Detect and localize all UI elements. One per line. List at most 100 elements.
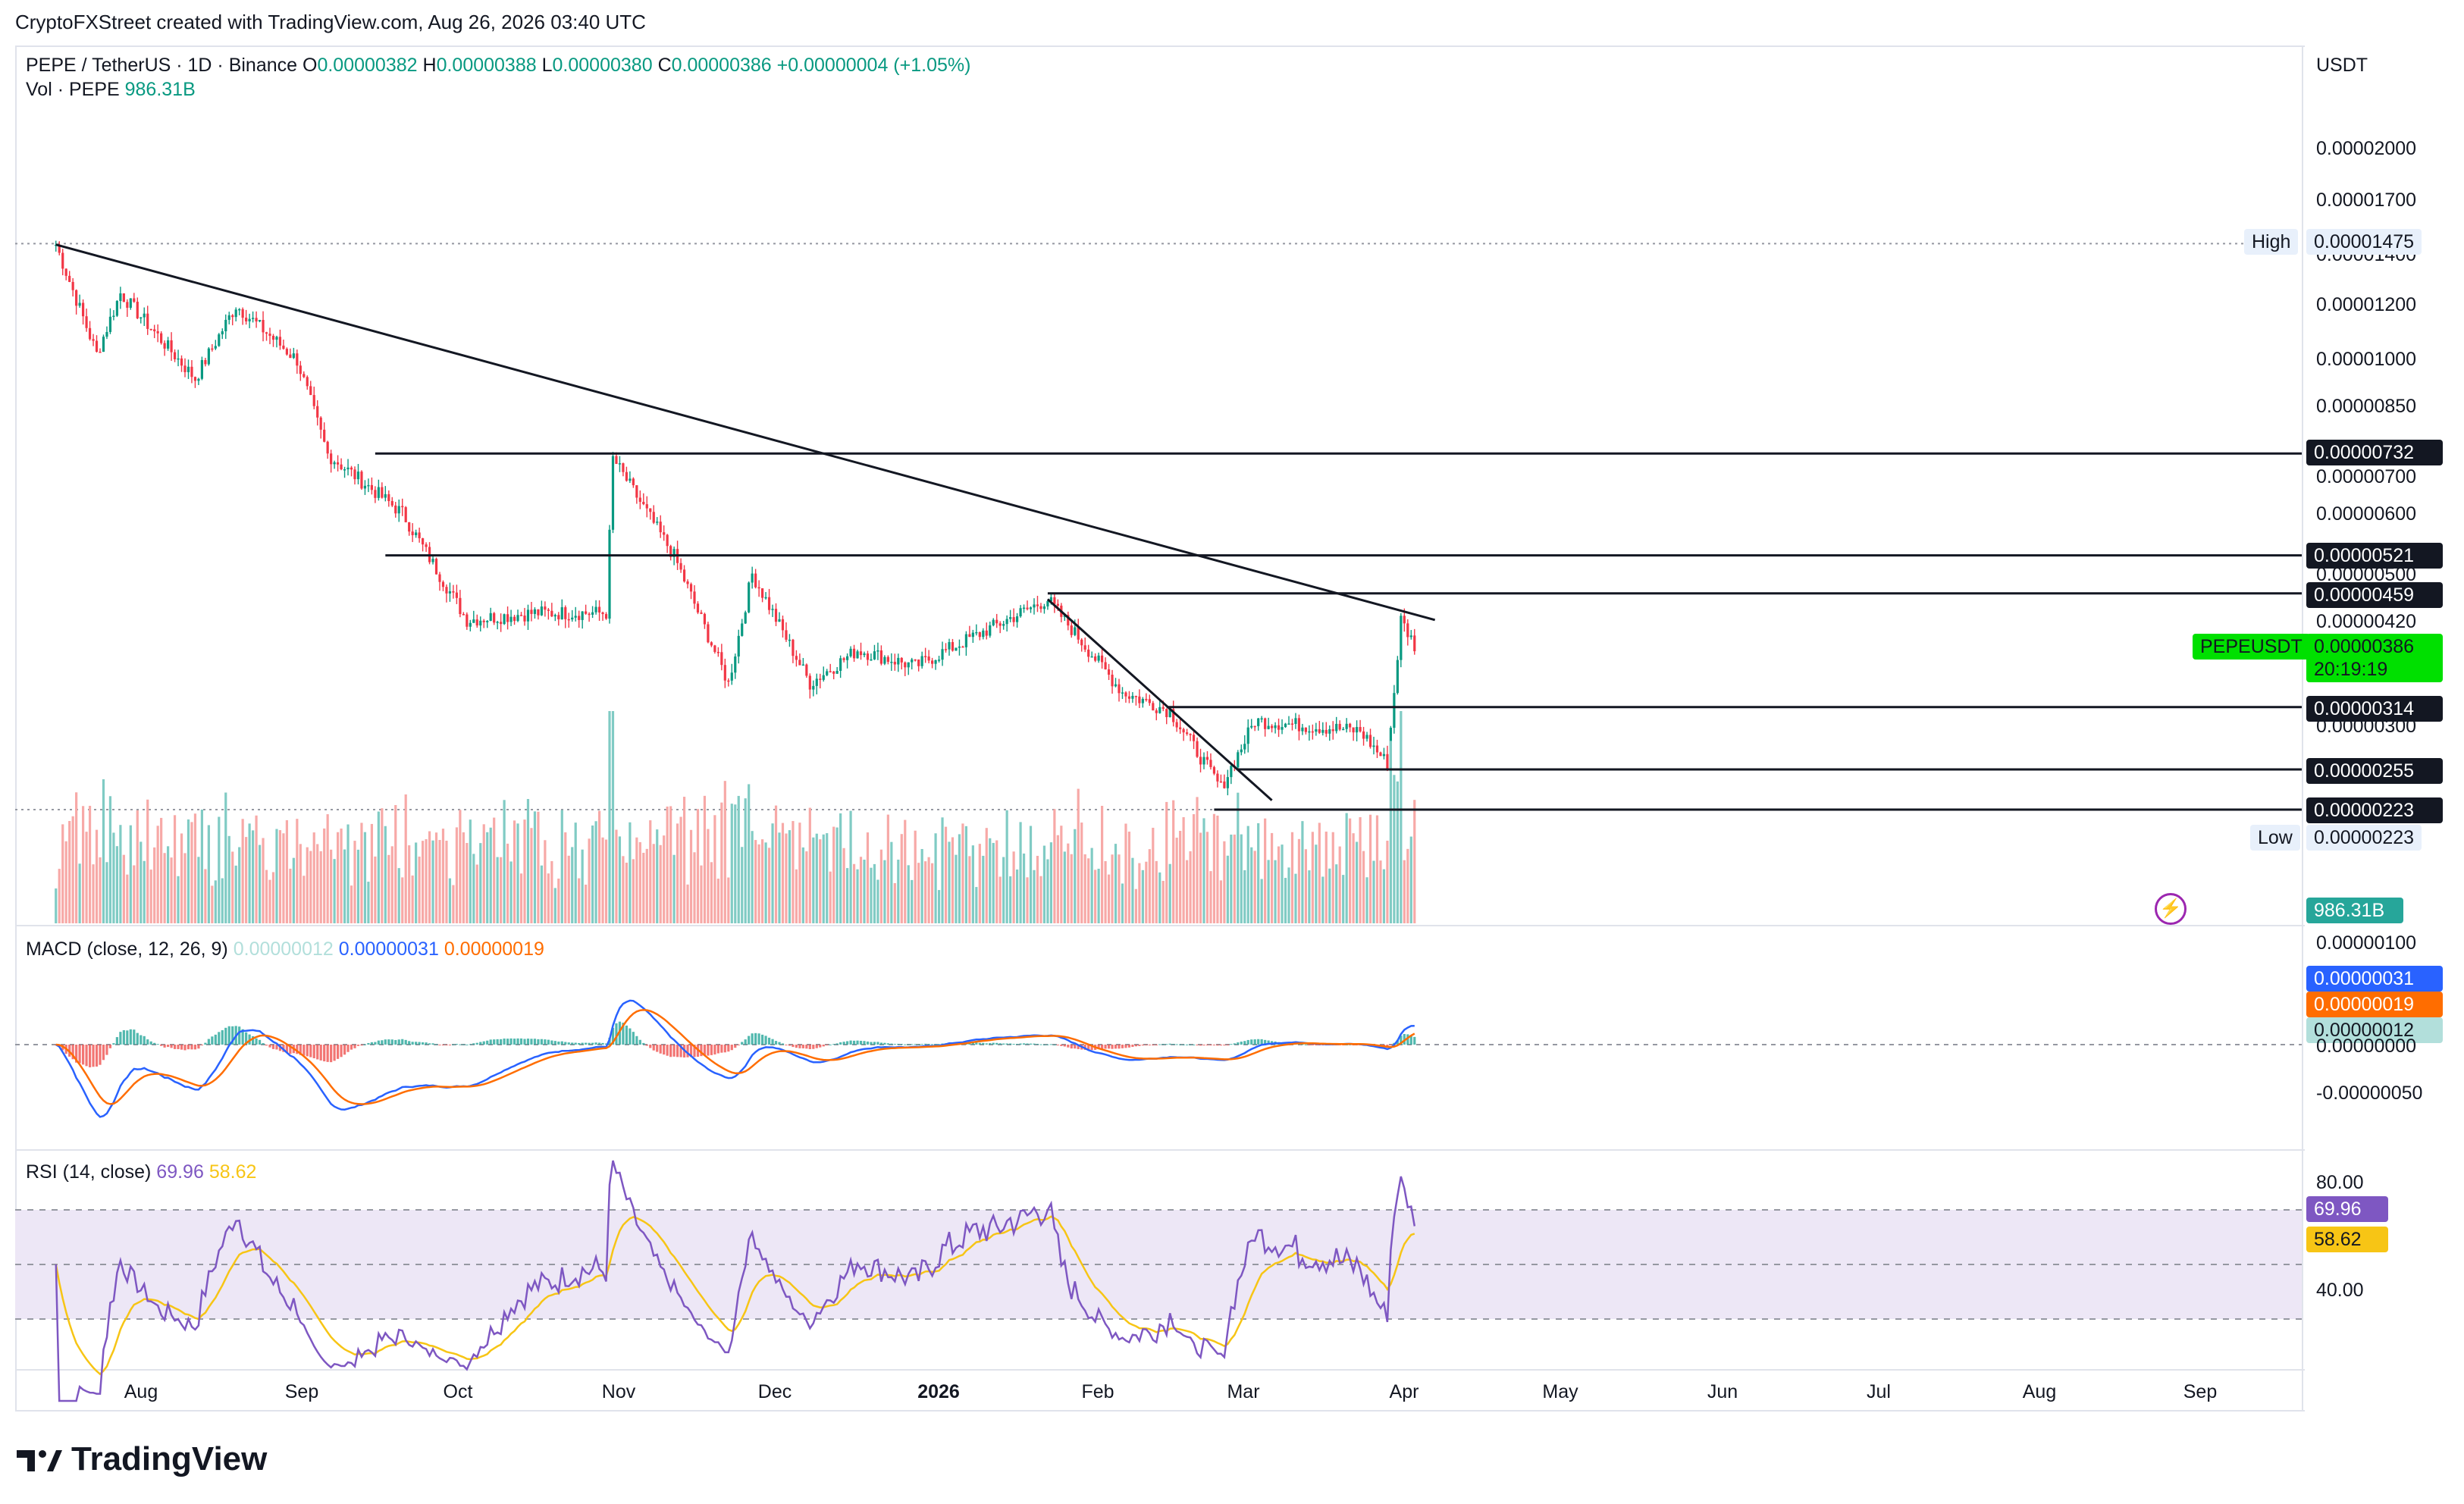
macd-histogram-bar <box>856 1040 859 1045</box>
macd-histogram-bar <box>1101 1045 1104 1049</box>
tradingview-logo[interactable]: TradingView <box>17 1440 267 1478</box>
candle-body <box>900 657 903 663</box>
volume-bar <box>1284 878 1287 923</box>
macd-label: MACD (close, 12, 26, 9) <box>26 938 228 960</box>
candle-body <box>241 309 244 318</box>
candle-body <box>948 642 951 650</box>
candle-body <box>126 302 129 308</box>
candle-body <box>1165 709 1168 717</box>
candle-body <box>761 588 764 598</box>
candle-body <box>503 614 506 625</box>
macd-histogram-bar <box>268 1045 271 1048</box>
candle-body <box>618 463 622 465</box>
macd-histogram-bar <box>415 1042 418 1045</box>
volume-bar <box>1111 854 1114 923</box>
candle-body <box>856 651 859 659</box>
volume-bar <box>795 869 798 923</box>
volume-bar <box>1192 814 1196 923</box>
volume-bar <box>95 829 99 923</box>
volume-bar <box>1349 818 1352 923</box>
macd-histogram-bar <box>1250 1039 1253 1045</box>
currency-label[interactable]: USDT <box>2316 55 2368 76</box>
candle-body <box>1196 741 1199 757</box>
candle-body <box>92 339 95 341</box>
candle-body <box>812 685 815 690</box>
volume-bar <box>500 857 503 923</box>
rsi-ma-tag: 58.62 <box>2306 1227 2388 1252</box>
candle-body <box>411 531 414 535</box>
macd-histogram-bar <box>143 1036 146 1045</box>
candle-body <box>177 358 180 360</box>
candle-body <box>343 469 346 471</box>
volume-bar <box>1042 845 1046 923</box>
macd-histogram-bar <box>679 1045 682 1058</box>
volume-bar <box>914 830 917 923</box>
volume-bar <box>316 844 319 923</box>
candle-body <box>723 665 726 681</box>
candle-body <box>61 252 64 269</box>
candle-body <box>296 353 299 366</box>
volume-tag: 986.31B <box>2306 898 2403 923</box>
time-label: Aug <box>124 1381 158 1402</box>
candle-body <box>415 532 418 535</box>
candle-body <box>550 610 553 617</box>
candle-body <box>143 313 146 318</box>
candle-body <box>1168 709 1171 717</box>
candle-body <box>1175 722 1178 728</box>
candle-body <box>140 317 143 319</box>
volume-bar <box>964 826 967 923</box>
candle-body <box>1246 727 1249 744</box>
candle-body <box>1230 766 1233 778</box>
macd-histogram-bar <box>346 1045 350 1052</box>
candle-body <box>271 336 275 340</box>
macd-histogram-bar <box>516 1038 519 1045</box>
macd-histogram-bar <box>832 1044 835 1045</box>
volume-bar <box>798 822 801 923</box>
volume-bar <box>560 810 563 923</box>
volume-bar <box>737 795 740 923</box>
macd-histogram-bar <box>1033 1043 1036 1045</box>
volume-bar <box>61 824 64 923</box>
volume-bar <box>140 841 143 923</box>
candle-body <box>792 639 795 656</box>
volume-bar <box>1002 857 1005 923</box>
candle-body <box>330 453 333 465</box>
candle-body <box>751 573 754 583</box>
macd-histogram-bar <box>1005 1043 1008 1045</box>
macd-histogram-bar <box>506 1039 509 1045</box>
candle-body <box>1192 735 1196 741</box>
macd-histogram-bar <box>384 1039 387 1045</box>
lightning-icon[interactable]: ⚡ <box>2155 893 2187 925</box>
volume-bar <box>204 869 207 923</box>
macd-histogram-bar <box>105 1045 108 1055</box>
candle-body <box>367 484 370 487</box>
candle-body <box>890 661 893 663</box>
candle-body <box>469 622 472 627</box>
volume-bar <box>1080 822 1083 923</box>
volume-bar <box>55 888 58 923</box>
macd-histogram-bar <box>312 1045 315 1058</box>
candle-body <box>720 652 723 666</box>
candle-body <box>737 635 740 657</box>
volume-bar <box>438 840 441 923</box>
macd-histogram-bar <box>876 1042 879 1045</box>
volume-bar <box>748 784 751 923</box>
price-axis-border <box>2302 45 2303 1410</box>
volume-bar <box>1372 860 1375 923</box>
candle-body <box>886 656 889 663</box>
macd-histogram-bar <box>893 1044 896 1045</box>
macd-histogram-bar <box>798 1045 801 1048</box>
macd-histogram-bar <box>1406 1034 1409 1045</box>
macd-histogram-bar <box>1396 1039 1399 1045</box>
macd-histogram-bar <box>574 1042 577 1045</box>
candle-body <box>937 660 941 661</box>
candle-body <box>1074 627 1077 635</box>
candle-body <box>672 549 676 557</box>
volume-bar <box>1209 871 1212 923</box>
ticker-tag[interactable]: PEPEUSDT <box>2193 634 2310 660</box>
volume-bar <box>466 843 469 923</box>
volume-bar <box>1240 834 1243 923</box>
volume-bar <box>682 797 686 923</box>
volume-bar <box>638 841 641 923</box>
